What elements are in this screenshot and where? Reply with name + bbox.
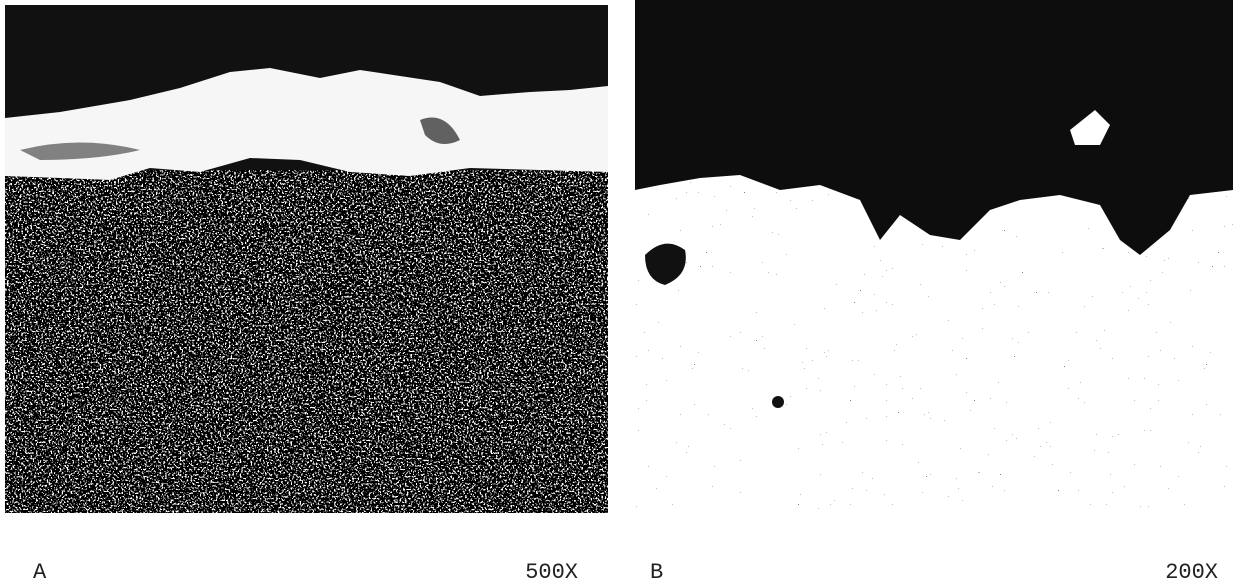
panel-label: B <box>650 560 663 582</box>
micrograph-b <box>635 0 1233 510</box>
page: A 500X B 200X (() => { const data = JSON… <box>0 0 1233 582</box>
figure: A 500X B 200X <box>0 0 1233 582</box>
panel-label: A <box>33 560 47 582</box>
micrograph-a <box>5 5 608 513</box>
magnification: 500X <box>525 560 578 582</box>
magnification: 200X <box>1165 560 1218 582</box>
